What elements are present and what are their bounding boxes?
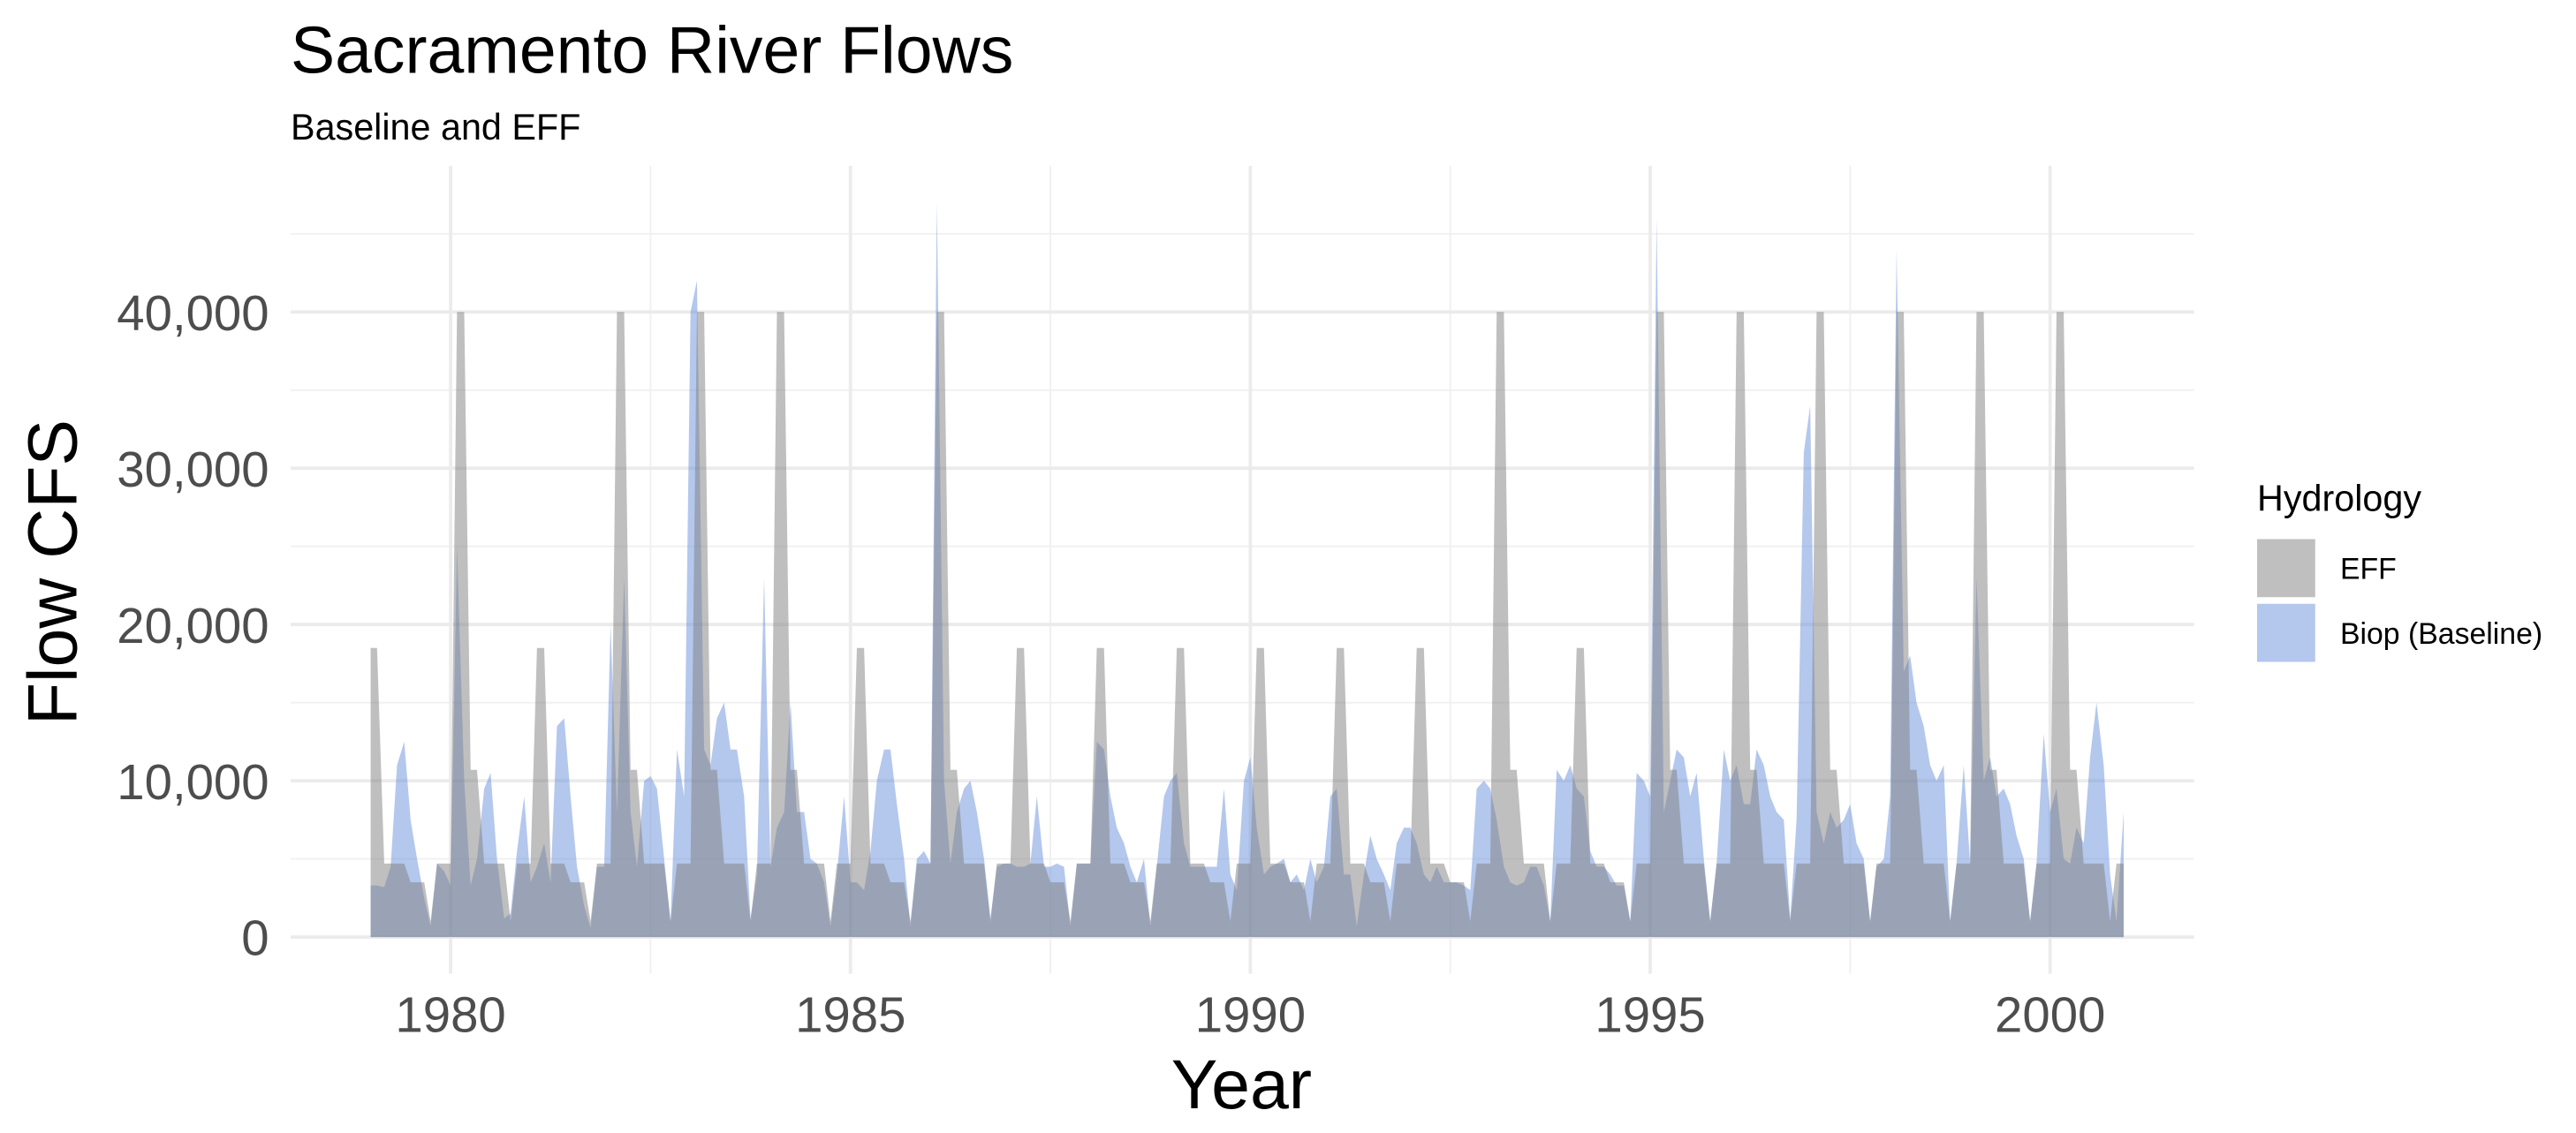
x-axis-title: Year (1171, 1046, 1312, 1123)
y-tick-label: 40,000 (117, 285, 269, 341)
legend-label: EFF (2340, 553, 2397, 586)
y-tick-label: 0 (241, 910, 269, 966)
legend-swatch (2257, 539, 2315, 598)
y-tick-label: 10,000 (117, 754, 269, 810)
x-tick-label: 1995 (1595, 986, 1705, 1042)
x-tick-label: 1980 (395, 986, 505, 1042)
legend-label: Biop (Baseline) (2340, 617, 2542, 651)
y-tick-label: 20,000 (117, 598, 269, 653)
x-tick-label: 1990 (1195, 986, 1306, 1042)
x-tick-label: 2000 (1995, 986, 2105, 1042)
legend: EFF Biop (Baseline) (2257, 539, 2542, 662)
x-tick-label: 1985 (795, 986, 905, 1042)
y-tick-label: 30,000 (117, 442, 269, 497)
plot-area (370, 202, 2124, 938)
chart-title: Sacramento River Flows (291, 13, 1013, 87)
legend-title: Hydrology (2257, 479, 2421, 519)
legend-swatch (2257, 603, 2315, 662)
y-axis-title: Flow CFS (14, 419, 92, 725)
chart-subtitle: Baseline and EFF (291, 107, 580, 147)
area (370, 312, 2124, 938)
